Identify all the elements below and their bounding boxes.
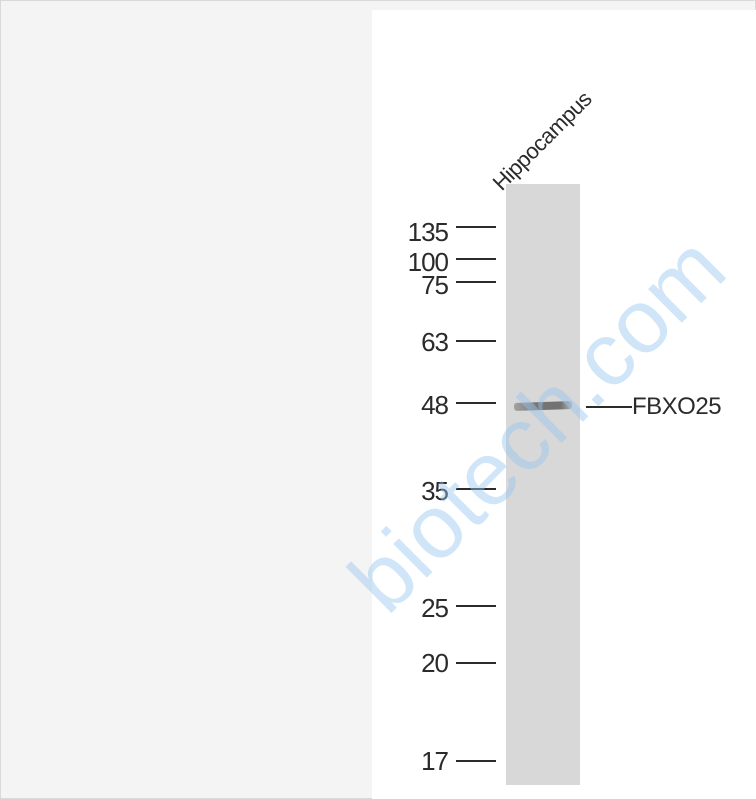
marker-label-17: 17: [421, 746, 449, 776]
marker-label-48: 48: [421, 390, 449, 420]
marker-label-63: 63: [421, 327, 449, 357]
marker-tick-20: [456, 662, 496, 664]
marker-tick-17: [456, 760, 496, 762]
marker-tick-100: [456, 258, 496, 260]
marker-tick-75: [456, 281, 496, 283]
marker-tick-48: [456, 402, 496, 404]
marker-label-100: 100: [407, 247, 449, 277]
marker-label-75: 75: [421, 270, 449, 300]
marker-tick-135: [456, 226, 496, 228]
blot-lane: [506, 184, 580, 785]
marker-tick-35: [456, 488, 496, 490]
marker-label-20: 20: [421, 648, 449, 678]
target-pointer-line: [586, 406, 632, 408]
marker-tick-25: [456, 605, 496, 607]
marker-label-25: 25: [421, 593, 449, 623]
target-protein-label: FBXO25: [632, 393, 722, 420]
marker-tick-63: [456, 340, 496, 342]
marker-label-135: 135: [407, 217, 449, 247]
marker-label-35: 35: [421, 476, 449, 506]
